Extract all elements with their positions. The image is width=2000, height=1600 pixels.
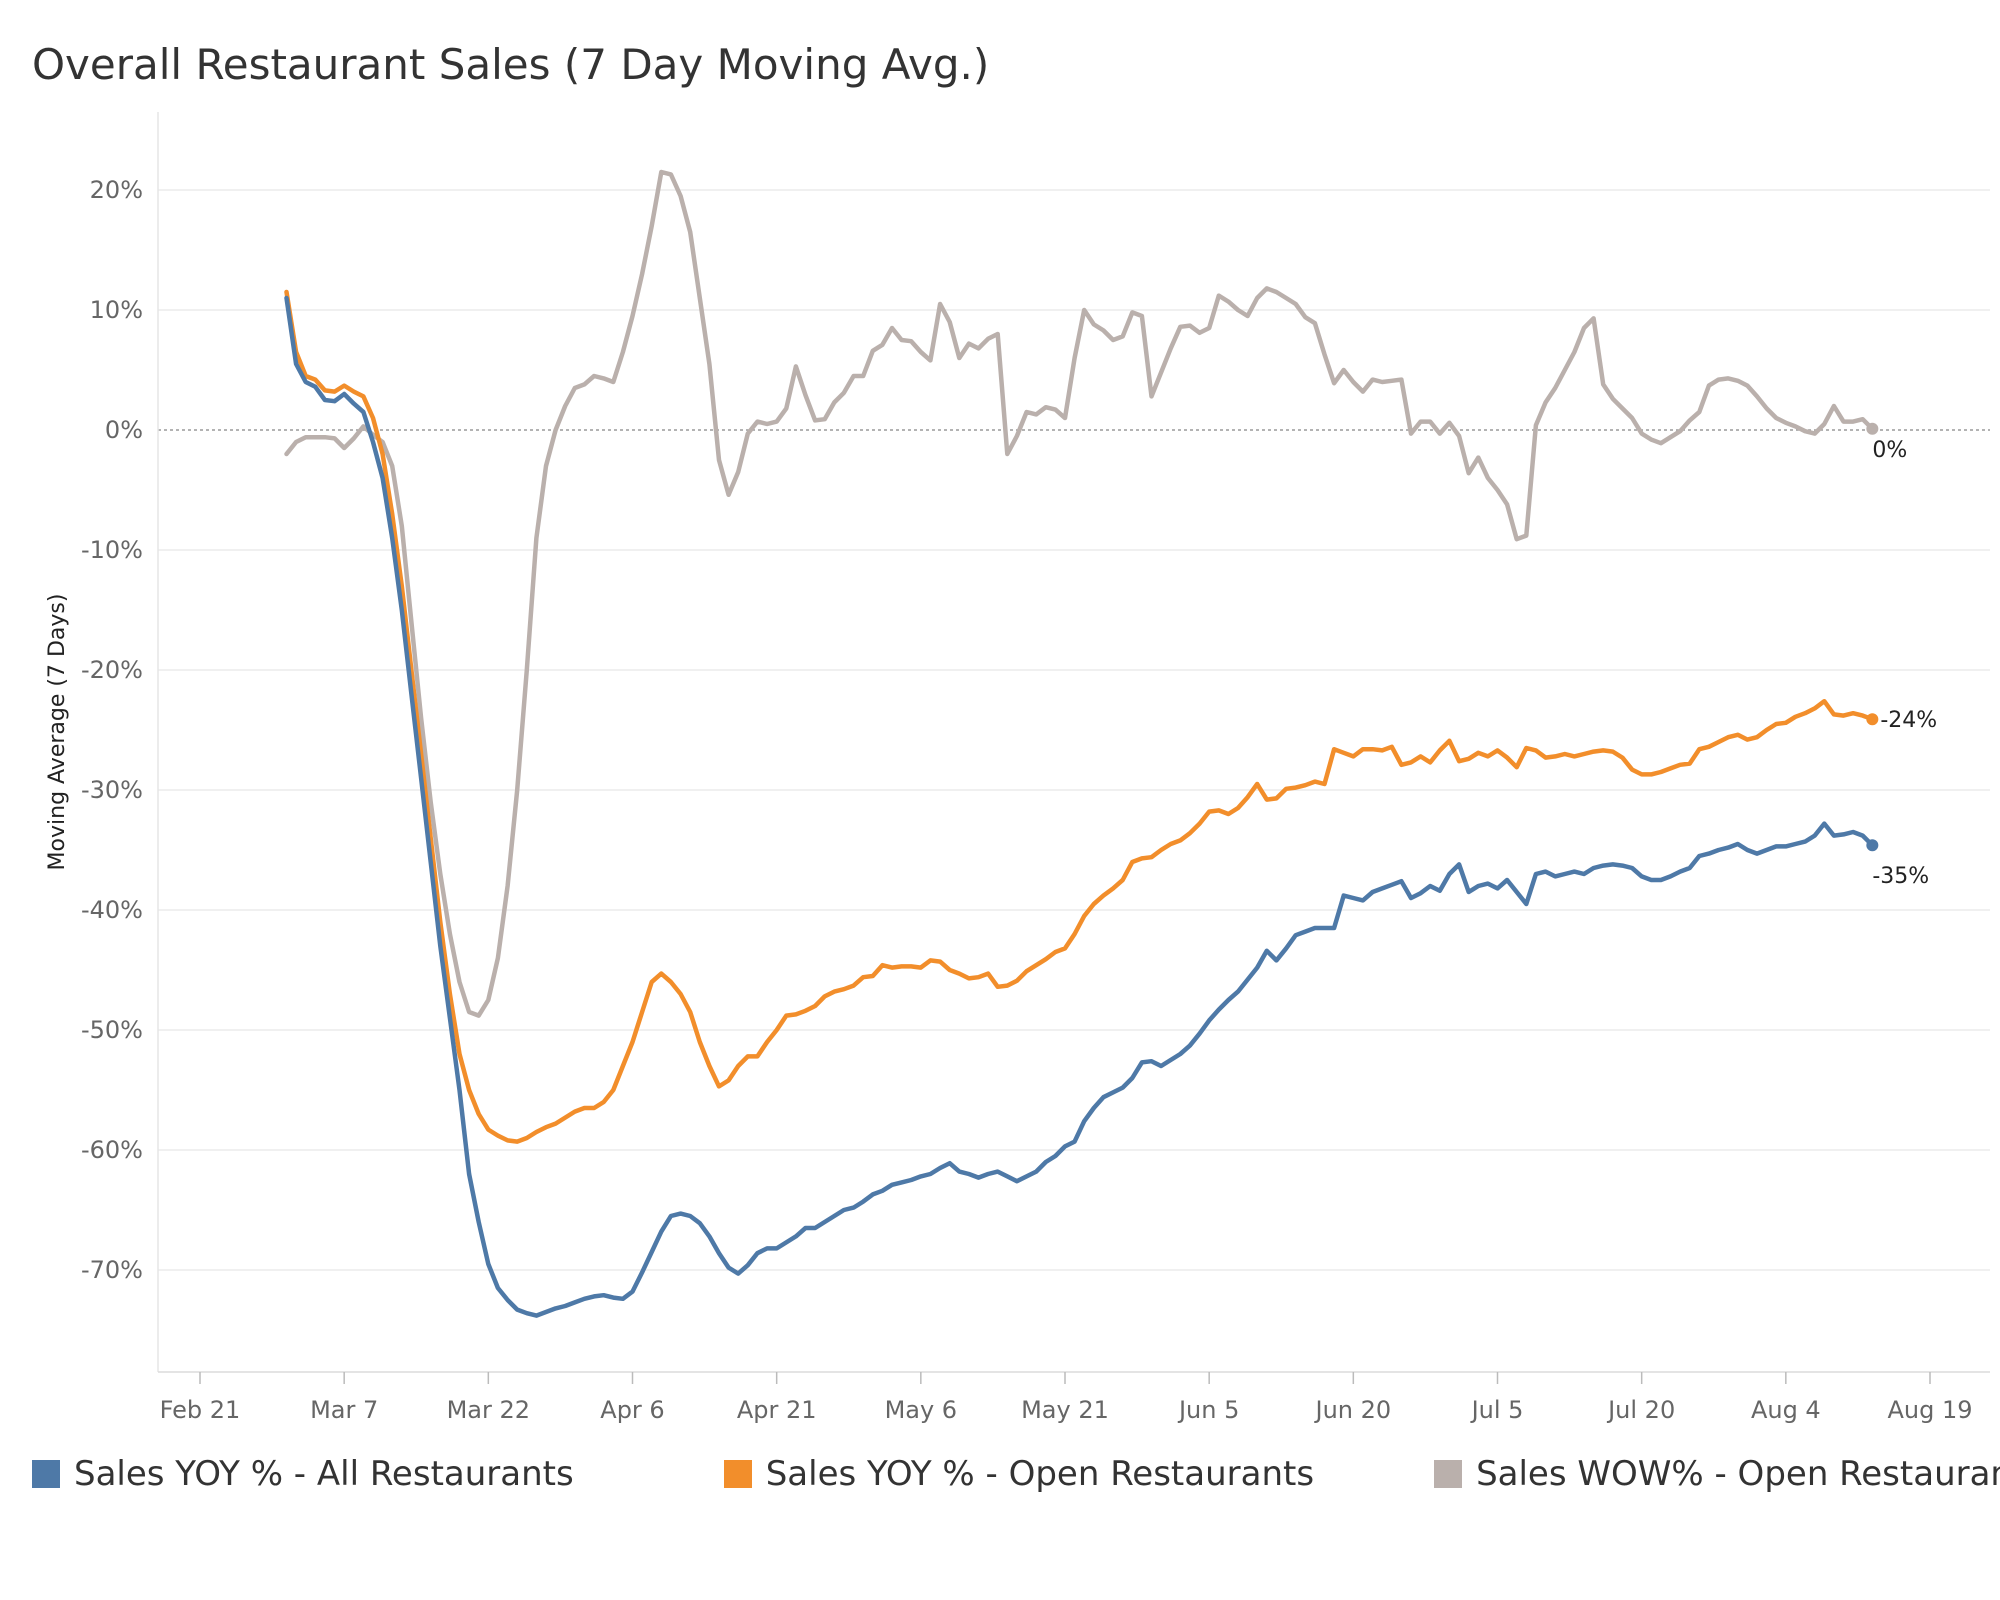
legend-swatch bbox=[32, 1460, 60, 1488]
series-end-label: 0% bbox=[1872, 438, 1907, 463]
y-tick-label: -30% bbox=[81, 776, 143, 804]
y-tick-label: 20% bbox=[90, 176, 143, 204]
x-tick-label: Jun 20 bbox=[1313, 1396, 1391, 1424]
y-tick-label: -70% bbox=[81, 1256, 143, 1284]
y-tick-label: 10% bbox=[90, 296, 143, 324]
y-tick-label: -40% bbox=[81, 896, 143, 924]
series-line bbox=[284, 169, 1875, 1018]
x-tick-label: Jun 5 bbox=[1177, 1396, 1239, 1424]
series-end-label: -35% bbox=[1872, 864, 1929, 889]
y-axis-ticks: 20% 10% 0% -10% -20% -30% -40% -50% -60% -70% bbox=[81, 176, 143, 1284]
legend-label: Sales WOW% - Open Restaurants bbox=[1476, 1454, 2000, 1494]
x-tick-label: May 6 bbox=[885, 1396, 958, 1424]
legend-label: Sales YOY % - Open Restaurants bbox=[765, 1454, 1315, 1494]
series-line bbox=[284, 289, 1875, 1144]
y-tick-label: 0% bbox=[105, 416, 143, 444]
y-tick-label: -50% bbox=[81, 1016, 143, 1044]
x-tick-label: Jul 5 bbox=[1470, 1396, 1524, 1424]
series-end-point bbox=[1866, 839, 1879, 852]
series-line bbox=[284, 295, 1875, 1318]
x-tick-label: Aug 19 bbox=[1887, 1396, 1972, 1424]
x-tick-label: Feb 21 bbox=[160, 1396, 241, 1424]
end-labels: -35% -24% 0% bbox=[1872, 438, 1937, 889]
legend-item: Sales WOW% - Open Restaurants bbox=[1434, 1454, 2000, 1494]
series-end-point bbox=[1866, 713, 1879, 726]
chart-title: Overall Restaurant Sales (7 Day Moving A… bbox=[32, 40, 990, 89]
legend: Sales YOY % - All Restaurants Sales YOY %… bbox=[32, 1452, 2000, 1496]
axes bbox=[157, 112, 1990, 1373]
x-tick-label: May 21 bbox=[1021, 1396, 1109, 1424]
series-lines bbox=[284, 169, 1879, 1318]
legend-swatch bbox=[723, 1460, 752, 1488]
x-tick-label: Apr 21 bbox=[737, 1396, 817, 1424]
x-tick-label: Mar 22 bbox=[447, 1396, 530, 1424]
x-axis-ticks: Feb 21 Mar 7 Mar 22 Apr 6 Apr 21 May 6 May 21 J… bbox=[160, 1372, 1973, 1424]
series-end-label: -24% bbox=[1880, 708, 1937, 733]
x-tick-label: Jul 20 bbox=[1606, 1396, 1675, 1424]
y-tick-label: -60% bbox=[81, 1136, 143, 1164]
series-end-point bbox=[1866, 422, 1879, 435]
legend-item: Sales YOY % - Open Restaurants bbox=[723, 1454, 1315, 1494]
y-tick-label: -10% bbox=[81, 536, 143, 564]
x-tick-label: Apr 6 bbox=[600, 1396, 664, 1424]
gridlines bbox=[158, 189, 1990, 1271]
x-tick-label: Mar 7 bbox=[310, 1396, 378, 1424]
x-tick-label: Aug 4 bbox=[1751, 1396, 1821, 1424]
legend-item: Sales YOY % - All Restaurants bbox=[32, 1454, 574, 1494]
legend-swatch bbox=[1434, 1460, 1463, 1488]
y-tick-label: -20% bbox=[81, 656, 143, 684]
y-axis-title: Moving Average (7 Days) bbox=[45, 594, 70, 871]
legend-label: Sales YOY % - All Restaurants bbox=[74, 1454, 574, 1494]
